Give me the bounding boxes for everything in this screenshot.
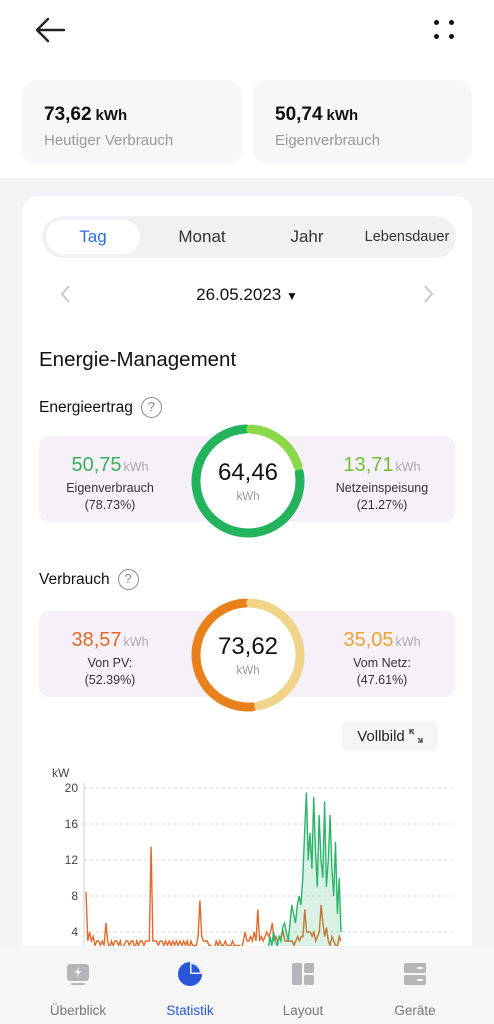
ring-segment-vom-netz	[191, 598, 305, 712]
energieertrag-total: 64,46	[217, 459, 279, 486]
overview-icon	[67, 964, 89, 985]
chart-grid: 20 16 12 8 4	[65, 781, 452, 971]
summary-value: 73,62 kWh	[44, 104, 128, 125]
tab-tag[interactable]: Tag	[46, 220, 140, 254]
tab-jahr[interactable]: Jahr	[290, 227, 324, 246]
von-pv-stat: 38,57 kWh Von PV: (52.39%)	[71, 629, 149, 687]
section-title: Energie-Management	[39, 348, 237, 371]
help-icon[interactable]: ?	[117, 569, 139, 590]
statistics-pie-icon	[178, 962, 202, 986]
help-icon[interactable]: ?	[140, 397, 162, 418]
summary-label: Eigenverbrauch	[275, 132, 381, 149]
summary-card-consumption[interactable]: 73,62 kWh Heutiger Verbrauch	[22, 80, 242, 164]
netzeinspeisung-stat: 13,71 kWh Netzeinspeisung (21.27%)	[335, 454, 429, 512]
arrow-left-icon	[35, 17, 66, 43]
energieertrag-heading: Energieertrag ?	[39, 397, 162, 418]
summary-value: 50,74 kWh	[275, 104, 359, 125]
ring-segment-netzeinspeisung	[191, 424, 305, 538]
summary-label: Heutiger Verbrauch	[44, 132, 174, 149]
verbrauch-total: 73,62	[217, 633, 279, 660]
chevron-right-icon	[424, 285, 434, 303]
chart-ytick-label: 16	[65, 817, 79, 831]
chart-series	[85, 792, 342, 968]
vom-netz-stat: 35,05 kWh Vom Netz: (47.61%)	[343, 629, 421, 687]
nav-layout[interactable]: Layout	[253, 960, 353, 1018]
next-date-button[interactable]	[416, 282, 440, 306]
chart-series-line	[267, 792, 342, 951]
verbrauch-ring: 73,62 kWh	[188, 595, 308, 715]
chevron-left-icon	[60, 285, 70, 303]
chart-ytick-label: 8	[71, 889, 78, 903]
date-navigator: 26.05.2023 ▼	[22, 280, 472, 310]
layout-icon	[292, 963, 314, 985]
bottom-navigation: Überblick Statistik Layout Geräte	[0, 946, 494, 1024]
chart-series-area	[268, 792, 341, 968]
verbrauch-heading: Verbrauch ?	[39, 569, 139, 590]
ring-segment-von-pv	[191, 598, 305, 712]
statistics-panel: Tag Monat Jahr Lebensdauer 26.05.2023 ▼ …	[22, 196, 472, 971]
dots-grid-icon	[434, 20, 439, 25]
chart-ytick-label: 4	[71, 925, 78, 939]
ring-segment-eigenverbrauch	[191, 424, 305, 538]
nav-statistik[interactable]: Statistik	[140, 960, 240, 1018]
tab-lebensdauer[interactable]: Lebensdauer	[364, 229, 450, 245]
tab-monat[interactable]: Monat	[178, 227, 226, 246]
summary-card-self-consumption[interactable]: 50,74 kWh Eigenverbrauch	[253, 80, 472, 164]
period-tabs: Tag Monat Jahr Lebensdauer	[42, 216, 456, 258]
nav-ueberblick[interactable]: Überblick	[28, 960, 128, 1018]
date-picker[interactable]: 26.05.2023 ▼	[196, 285, 298, 304]
energieertrag-ring: 64,46 kWh	[188, 421, 308, 541]
nav-geraete[interactable]: Geräte	[365, 960, 465, 1018]
back-button[interactable]	[30, 12, 70, 48]
chart-ylabel: kW	[52, 766, 70, 780]
prev-date-button[interactable]	[54, 282, 78, 306]
header-area: 73,62 kWh Heutiger Verbrauch 50,74 kWh Eig…	[0, 0, 494, 178]
devices-icon	[404, 963, 426, 985]
eigenverbrauch-stat: 50,75 kWh Eigenverbrauch (78.73%)	[66, 454, 154, 512]
chart-ytick-label: 20	[65, 781, 79, 795]
power-chart: kW 20 16 12 8 4	[52, 766, 452, 971]
more-options-button[interactable]	[424, 12, 464, 48]
fullscreen-button[interactable]: Vollbild	[342, 721, 438, 751]
caret-down-icon: ▼	[285, 289, 298, 303]
expand-icon	[409, 729, 423, 743]
chart-ytick-label: 12	[65, 853, 79, 867]
